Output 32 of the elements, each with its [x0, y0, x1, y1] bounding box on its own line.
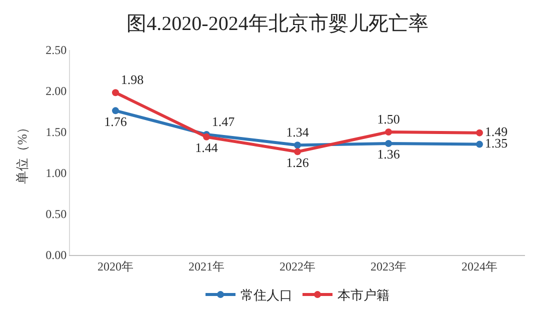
x-tick-label: 2024年 [462, 259, 498, 274]
x-tick-label: 2023年 [370, 259, 406, 274]
data-label: 1.36 [377, 146, 400, 162]
point [476, 140, 483, 148]
point [385, 140, 392, 147]
point [203, 133, 210, 140]
text: 2.50 [46, 43, 67, 58]
point [385, 128, 392, 136]
text: 2.00 [46, 84, 67, 98]
y-axis-title: 单位（%） [14, 121, 30, 184]
point [294, 142, 301, 149]
point [476, 129, 483, 136]
point [112, 89, 119, 96]
data-label: 1.26 [286, 154, 310, 170]
x-tick-label: 2021年 [188, 259, 224, 274]
data-label: 1.50 [377, 111, 400, 126]
x-tick-label: 2020年 [98, 259, 134, 274]
x-tick-label: 2022年 [280, 259, 316, 274]
text: 1.50 [46, 125, 67, 140]
point [112, 107, 119, 114]
data-label: 1.98 [120, 72, 144, 88]
data-label: 1.34 [286, 124, 310, 140]
chart-title: 图4.2020-2024年北京市婴儿死亡率 [126, 13, 428, 36]
data-label: 1.44 [195, 140, 218, 156]
data-label: 1.76 [104, 114, 128, 129]
legend-label: 本市户籍 [338, 288, 390, 303]
point [294, 148, 301, 156]
legend-label: 常住人口 [240, 288, 292, 303]
text: 0.00 [46, 248, 67, 262]
text: 0.50 [46, 207, 67, 222]
text: 1.00 [46, 166, 67, 180]
data-label: 1.47 [212, 114, 236, 129]
